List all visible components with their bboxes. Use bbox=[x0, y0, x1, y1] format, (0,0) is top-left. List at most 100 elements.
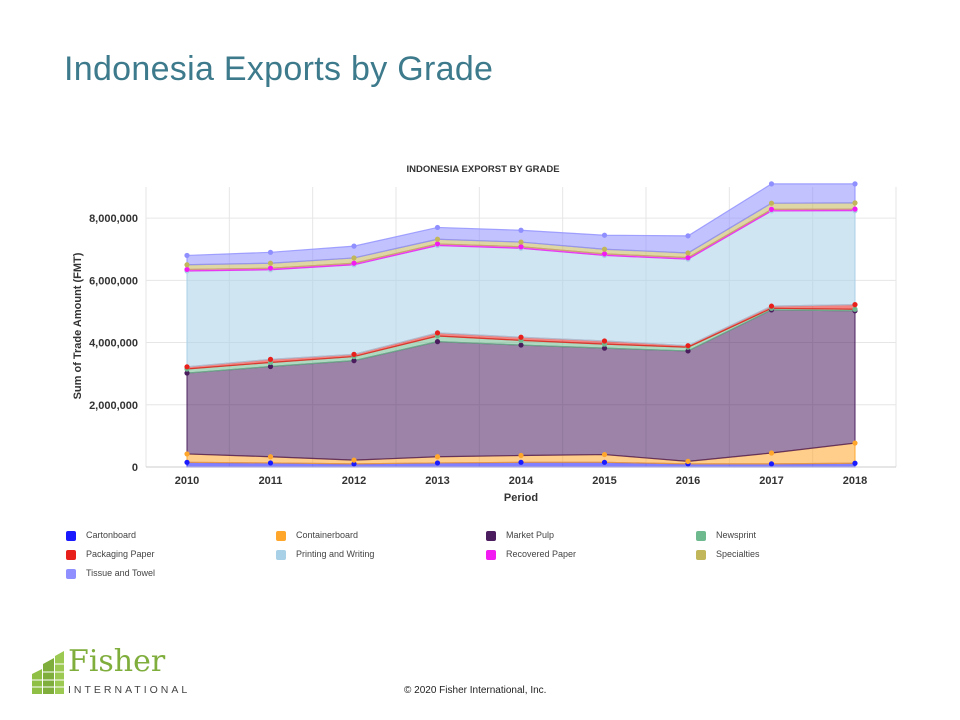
legend-swatch bbox=[66, 531, 76, 541]
point-packaging-paper bbox=[685, 343, 691, 349]
y-tick-label: 6,000,000 bbox=[89, 275, 138, 287]
point-specialties bbox=[601, 246, 608, 252]
point-recovered-paper bbox=[267, 265, 274, 271]
point-market-pulp bbox=[601, 345, 608, 351]
point-specialties bbox=[518, 239, 524, 245]
point-cartonboard bbox=[768, 461, 775, 467]
point-recovered-paper bbox=[434, 241, 441, 247]
y-tick-label: 4,000,000 bbox=[89, 338, 138, 350]
point-containerboard bbox=[601, 451, 608, 458]
x-tick-label: 2017 bbox=[759, 475, 783, 487]
point-recovered-paper bbox=[351, 260, 357, 266]
point-recovered-paper bbox=[601, 251, 608, 257]
point-recovered-paper bbox=[685, 255, 691, 261]
point-containerboard bbox=[852, 440, 858, 446]
logo-subtitle: INTERNATIONAL bbox=[68, 684, 191, 696]
point-cartonboard bbox=[267, 460, 274, 466]
logo-building-icon bbox=[32, 651, 64, 694]
point-specialties bbox=[351, 255, 357, 261]
point-tissue-and-towel bbox=[768, 181, 775, 187]
point-packaging-paper bbox=[267, 356, 274, 362]
point-market-pulp bbox=[267, 363, 274, 370]
point-market-pulp bbox=[518, 342, 524, 348]
legend-label: Tissue and Towel bbox=[86, 568, 156, 578]
point-tissue-and-towel bbox=[184, 252, 190, 259]
point-tissue-and-towel bbox=[685, 233, 691, 239]
point-tissue-and-towel bbox=[518, 227, 524, 233]
point-recovered-paper bbox=[184, 266, 190, 273]
x-tick-label: 2010 bbox=[175, 475, 199, 487]
point-containerboard bbox=[518, 452, 524, 459]
y-tick-label: 8,000,000 bbox=[89, 213, 138, 225]
point-specialties bbox=[768, 200, 775, 206]
point-packaging-paper bbox=[434, 330, 441, 336]
point-recovered-paper bbox=[852, 206, 858, 212]
point-recovered-paper bbox=[518, 244, 524, 250]
legend-swatch bbox=[66, 569, 76, 579]
legend-swatch bbox=[276, 550, 286, 560]
chart-title: INDONESIA EXPORST BY GRADE bbox=[406, 164, 559, 175]
point-cartonboard bbox=[184, 459, 190, 465]
legend-swatch bbox=[486, 550, 496, 560]
legend-swatch bbox=[696, 531, 706, 541]
legend-label: Market Pulp bbox=[506, 530, 555, 540]
legend-swatch bbox=[66, 550, 76, 560]
x-tick-label: 2018 bbox=[843, 475, 867, 487]
point-containerboard bbox=[184, 451, 190, 457]
point-containerboard bbox=[267, 454, 274, 460]
point-newsprint bbox=[852, 306, 858, 312]
legend-label: Packaging Paper bbox=[86, 549, 155, 559]
point-cartonboard bbox=[852, 460, 858, 466]
legend-label: Recovered Paper bbox=[506, 549, 577, 559]
point-packaging-paper bbox=[518, 334, 524, 340]
x-axis-label: Period bbox=[504, 492, 538, 504]
x-tick-label: 2015 bbox=[592, 475, 616, 487]
point-layer bbox=[184, 181, 858, 467]
legend-label: Cartonboard bbox=[86, 530, 137, 540]
x-tick-label: 2012 bbox=[342, 475, 366, 487]
point-cartonboard bbox=[351, 461, 357, 467]
fisher-logo: Fisher INTERNATIONAL bbox=[30, 644, 187, 700]
point-specialties bbox=[184, 262, 190, 268]
point-tissue-and-towel bbox=[601, 232, 608, 238]
x-tick-label: 2013 bbox=[425, 475, 449, 487]
point-tissue-and-towel bbox=[434, 224, 441, 231]
legend-swatch bbox=[276, 531, 286, 541]
point-packaging-paper bbox=[351, 351, 357, 357]
legend-label: Specialties bbox=[716, 549, 760, 559]
legend-label: Containerboard bbox=[296, 530, 359, 540]
y-tick-label: 2,000,000 bbox=[89, 400, 138, 412]
point-cartonboard bbox=[518, 459, 524, 465]
logo-word: Fisher bbox=[68, 644, 166, 679]
point-containerboard bbox=[768, 450, 775, 456]
point-packaging-paper bbox=[768, 303, 775, 309]
axis-layer: 0 2,000,000 4,000,000 6,000,000 8,000,000 201… bbox=[89, 213, 896, 487]
legend-label: Newsprint bbox=[716, 530, 757, 540]
point-cartonboard bbox=[601, 459, 608, 465]
point-market-pulp bbox=[685, 348, 691, 354]
point-market-pulp bbox=[351, 358, 357, 364]
point-specialties bbox=[434, 236, 441, 242]
point-specialties bbox=[685, 250, 691, 256]
legend-swatch bbox=[486, 531, 496, 541]
point-tissue-and-towel bbox=[852, 181, 858, 187]
x-tick-label: 2014 bbox=[509, 475, 534, 487]
x-tick-label: 2011 bbox=[259, 475, 283, 487]
y-axis-label: Sum of Trade Amount (FMT) bbox=[72, 252, 84, 399]
point-specialties bbox=[267, 260, 274, 266]
point-specialties bbox=[852, 200, 858, 206]
point-tissue-and-towel bbox=[351, 243, 357, 249]
y-tick-label: 0 bbox=[132, 462, 138, 474]
point-packaging-paper bbox=[184, 364, 190, 370]
point-market-pulp bbox=[434, 339, 441, 345]
point-tissue-and-towel bbox=[267, 249, 274, 255]
point-containerboard bbox=[434, 454, 441, 460]
point-market-pulp bbox=[184, 370, 190, 376]
slide-title: Indonesia Exports by Grade bbox=[64, 50, 494, 88]
copyright-text: © 2020 Fisher International, Inc. bbox=[404, 685, 547, 696]
legend-label: Printing and Writing bbox=[296, 549, 375, 559]
x-tick-label: 2016 bbox=[676, 475, 700, 487]
legend-swatch bbox=[696, 550, 706, 560]
point-cartonboard bbox=[434, 460, 441, 466]
